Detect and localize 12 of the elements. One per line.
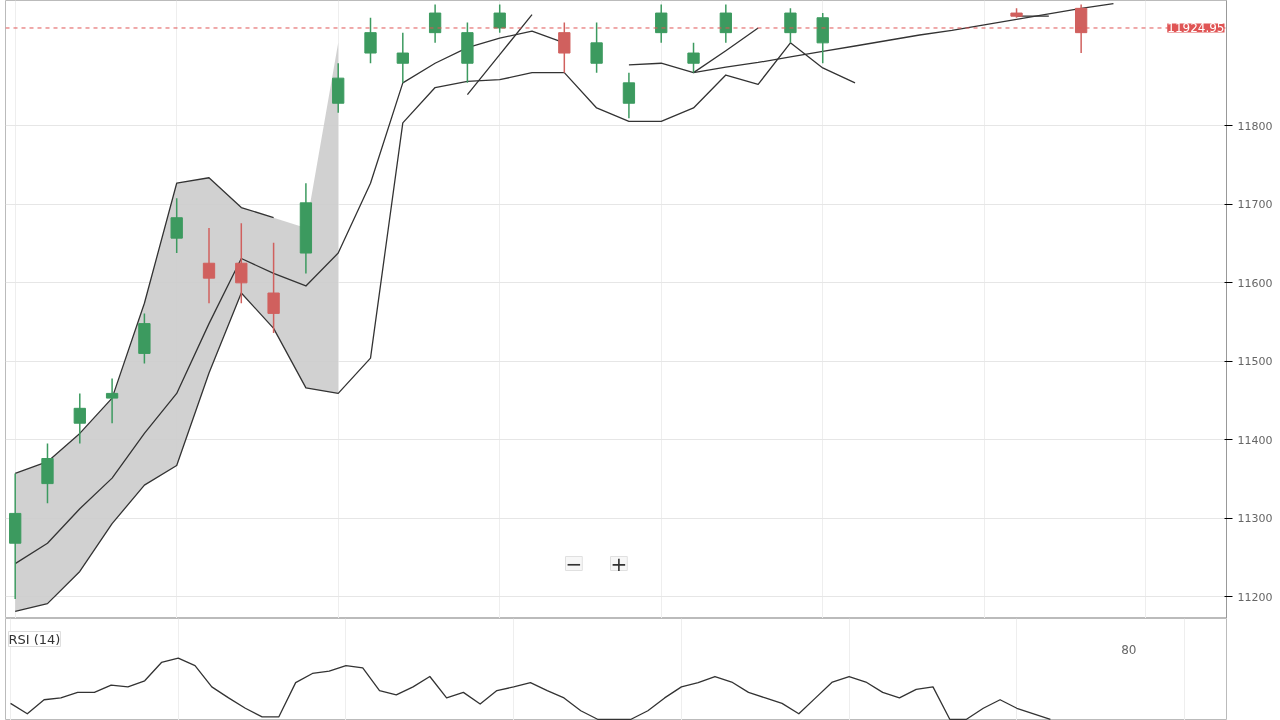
annotation: + — [610, 551, 628, 576]
y-tick-label: 11300 — [1237, 512, 1273, 526]
y-tick-label: 11200 — [1237, 590, 1273, 604]
y-tick-label: 11500 — [1237, 355, 1273, 369]
y-tick-label: 11800 — [1237, 119, 1273, 133]
annotation: − — [565, 551, 583, 576]
ref-line-label: 11924.95 — [1167, 21, 1225, 36]
chart-title: RSI (14) — [8, 631, 61, 647]
text: 80 — [1121, 642, 1137, 657]
y-tick-label: 11700 — [1237, 198, 1273, 212]
y-tick-label: 11400 — [1237, 433, 1273, 447]
y-tick-label: 11600 — [1237, 276, 1273, 290]
